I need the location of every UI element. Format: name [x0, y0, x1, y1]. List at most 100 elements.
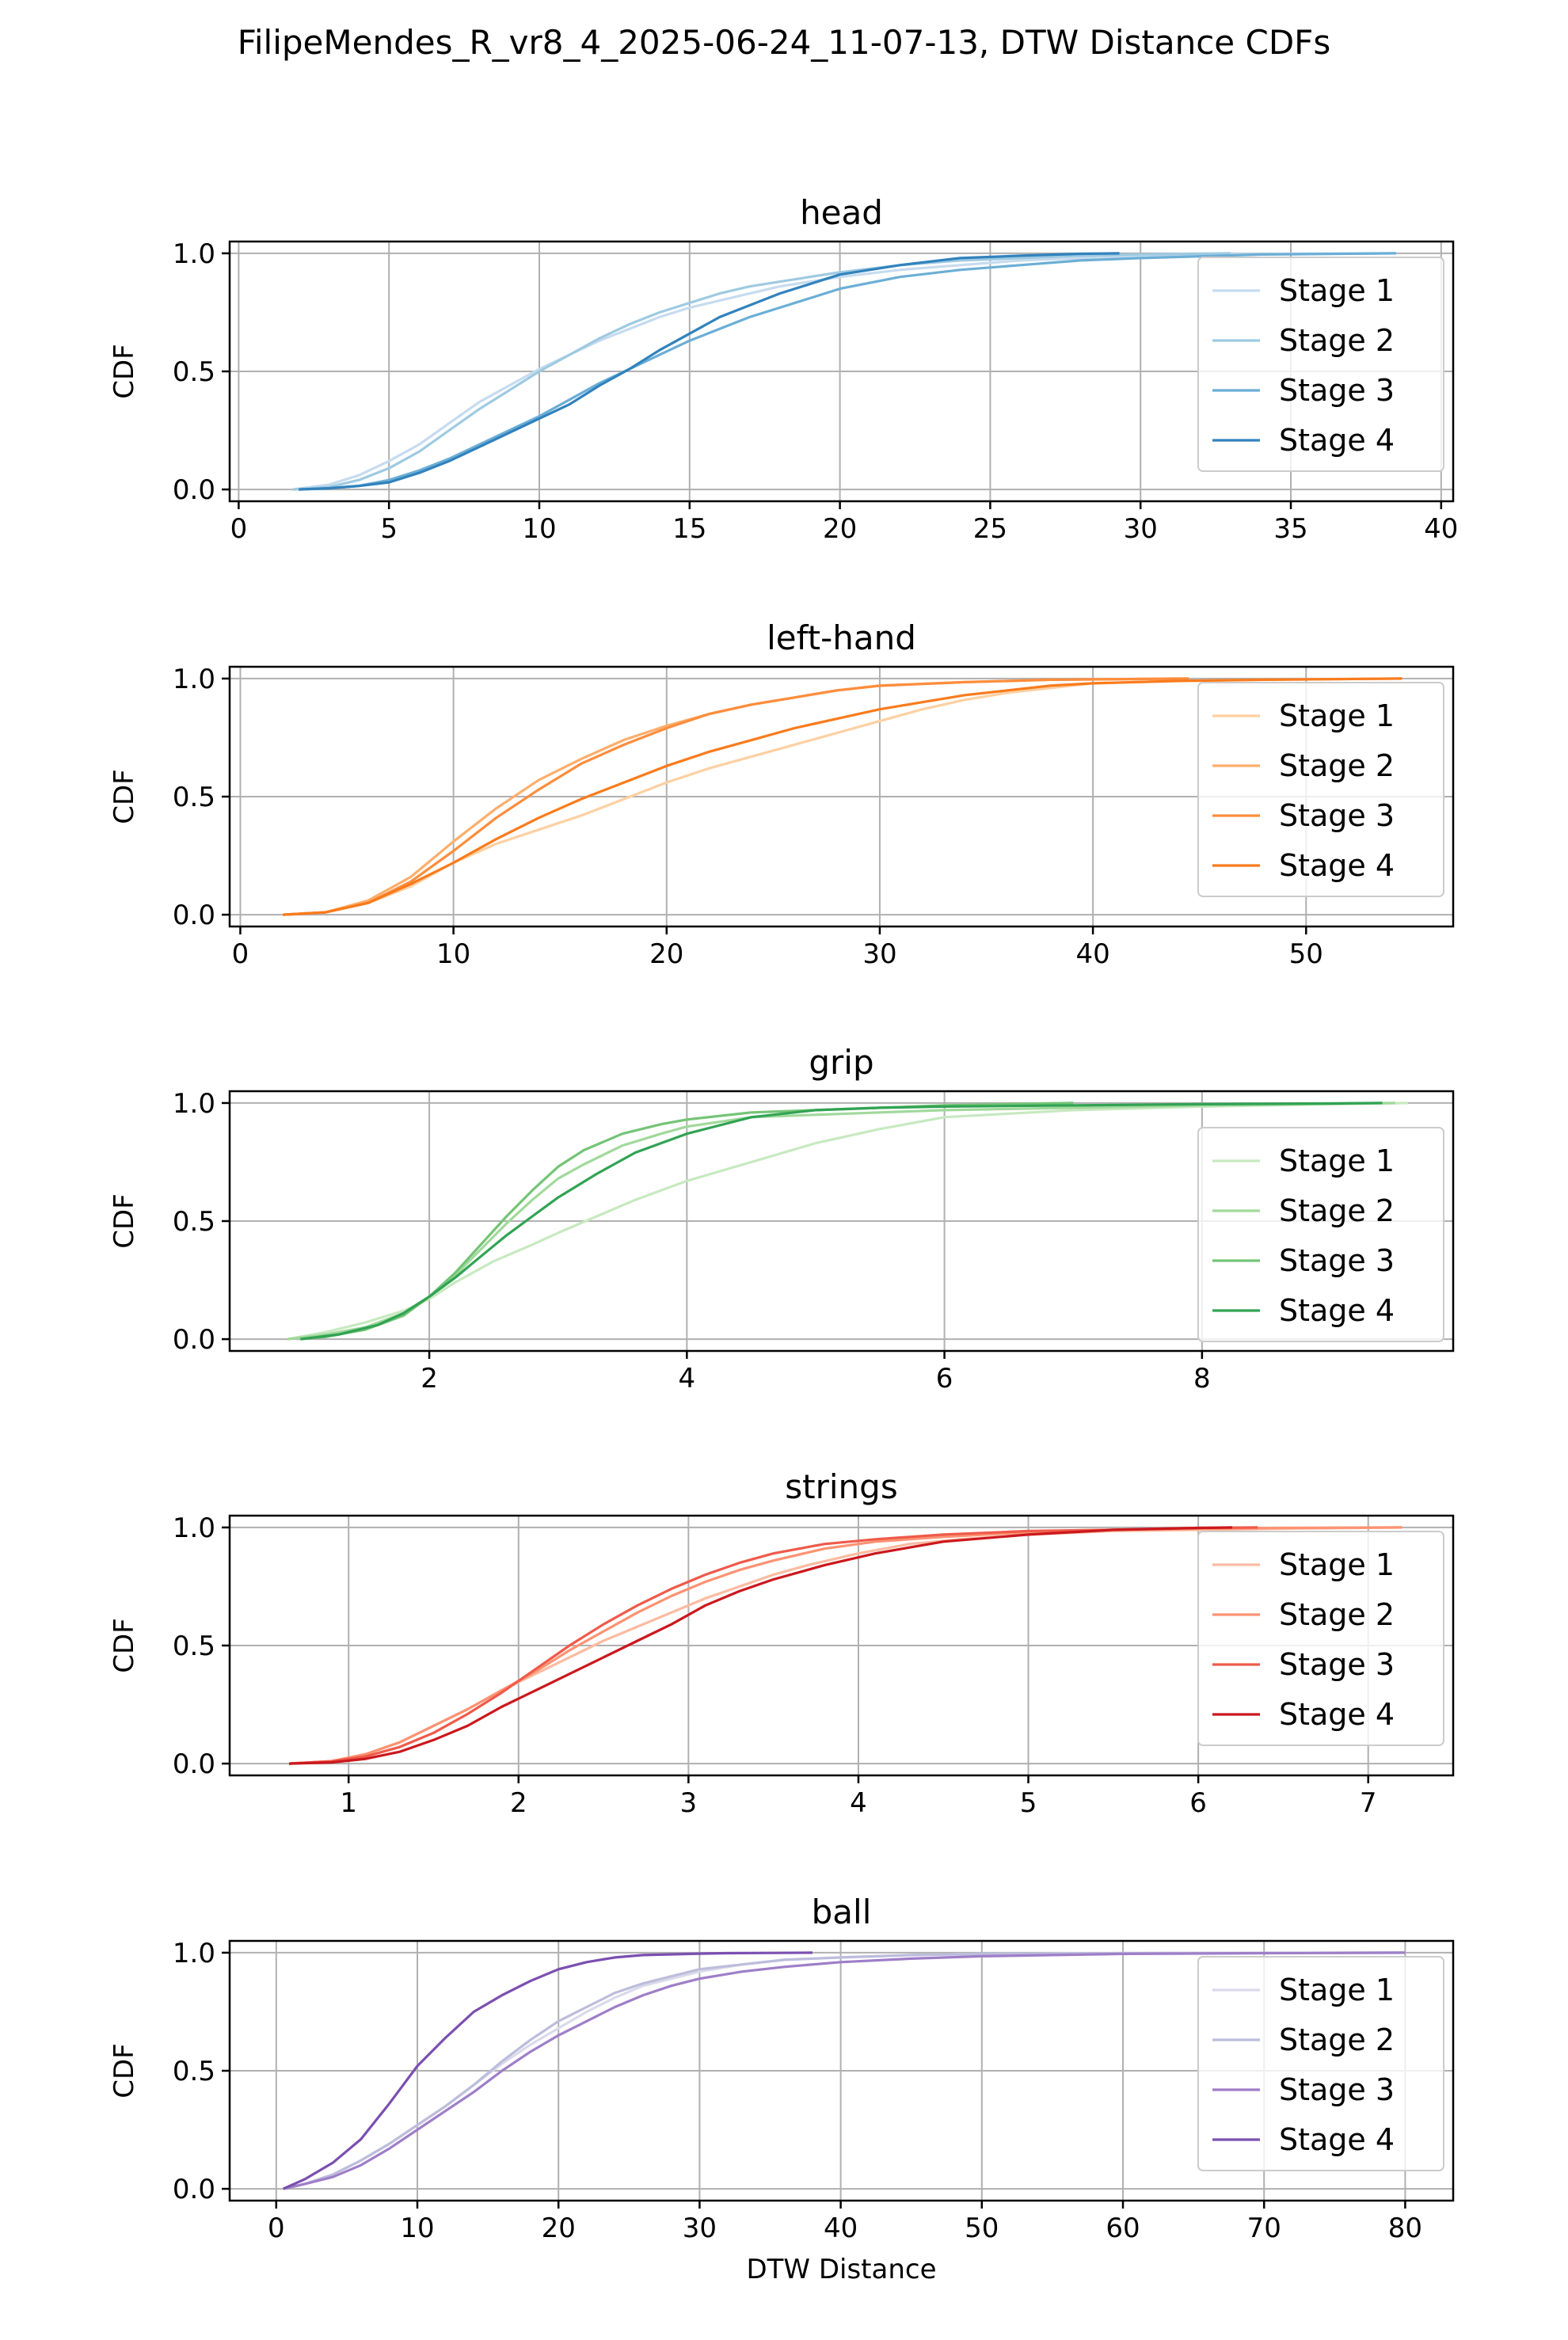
- legend-label: Stage 3: [1279, 798, 1395, 833]
- legend-box: [1197, 1531, 1444, 1746]
- series-line-stage-1: [287, 1102, 1409, 1341]
- x-tick-label: 4: [679, 1363, 696, 1394]
- legend-label: Stage 3: [1279, 373, 1395, 408]
- figure-title: FilipeMendes_R_vr8_4_2025-06-24_11-07-13…: [238, 23, 1330, 62]
- y-tick-label: 1.0: [173, 664, 215, 695]
- series-line-stage-3: [283, 1951, 1406, 2190]
- legend-label: Stage 4: [1279, 848, 1395, 883]
- x-tick-label: 1: [340, 1787, 357, 1819]
- x-tick-label: 40: [1075, 938, 1109, 970]
- legend: Stage 1 Stage 2 Stage 3 Stage 4: [1197, 1127, 1444, 1342]
- series-line-stage-4: [283, 677, 1402, 916]
- x-tick-label: 50: [965, 2213, 999, 2244]
- legend-label: Stage 2: [1279, 1597, 1395, 1632]
- series-line-stage-1: [292, 252, 1396, 491]
- legend: Stage 1 Stage 2 Stage 3 Stage 4: [1197, 682, 1444, 897]
- y-axis-label: CDF: [108, 1193, 140, 1248]
- x-tick-label: 8: [1193, 1363, 1211, 1394]
- legend-label: Stage 1: [1279, 1547, 1395, 1582]
- y-tick-label: 0.5: [173, 1630, 215, 1662]
- series-line-stage-3: [283, 677, 1189, 916]
- x-tick-label: 10: [522, 513, 556, 545]
- y-axis-label: CDF: [108, 769, 140, 824]
- x-tick-label: 15: [672, 513, 706, 545]
- legend-label: Stage 4: [1279, 423, 1395, 458]
- x-tick-label: 20: [542, 2213, 576, 2244]
- series-line-stage-4: [300, 1102, 1383, 1341]
- x-tick-label: 40: [824, 2213, 858, 2244]
- x-tick-label: 40: [1424, 513, 1458, 545]
- y-axis-label: CDF: [108, 2043, 140, 2098]
- y-tick-label: 1.0: [173, 1088, 215, 1120]
- x-tick-label: 10: [400, 2213, 434, 2244]
- y-tick-label: 0.5: [173, 356, 215, 388]
- x-tick-label: 30: [1124, 513, 1158, 545]
- legend-label: Stage 1: [1279, 1143, 1395, 1178]
- legend-label: Stage 4: [1279, 1293, 1395, 1328]
- y-tick-label: 1.0: [173, 1512, 215, 1544]
- legend: Stage 1 Stage 2 Stage 3 Stage 4: [1197, 1956, 1444, 2171]
- x-tick-label: 6: [1189, 1787, 1207, 1819]
- x-tick-label: 4: [850, 1787, 867, 1819]
- x-tick-label: 80: [1388, 2213, 1422, 2244]
- x-tick-label: 2: [510, 1787, 527, 1819]
- x-tick-label: 2: [421, 1363, 438, 1394]
- x-tick-label: 25: [973, 513, 1007, 545]
- legend-label: Stage 3: [1279, 2072, 1395, 2107]
- legend: Stage 1 Stage 2 Stage 3 Stage 4: [1197, 257, 1444, 472]
- x-tick-label: 50: [1289, 938, 1323, 970]
- subplot-title: head: [800, 193, 883, 232]
- x-tick-label: 0: [232, 938, 249, 970]
- legend-box: [1197, 1956, 1444, 2171]
- y-axis-label: CDF: [108, 1618, 140, 1672]
- y-tick-label: 1.0: [173, 1938, 215, 1969]
- y-tick-label: 0.0: [173, 1748, 215, 1780]
- x-tick-label: 3: [680, 1787, 698, 1819]
- y-tick-label: 0.0: [173, 2174, 215, 2205]
- series-line-stage-3: [299, 252, 1396, 491]
- legend-label: Stage 1: [1279, 1973, 1395, 2007]
- x-tick-label: 70: [1247, 2213, 1281, 2244]
- legend-label: Stage 2: [1279, 2022, 1395, 2057]
- x-tick-label: 10: [436, 938, 470, 970]
- x-tick-label: 20: [649, 938, 683, 970]
- y-tick-label: 0.5: [173, 2056, 215, 2087]
- legend-label: Stage 2: [1279, 323, 1395, 358]
- y-tick-label: 0.0: [173, 474, 215, 506]
- legend-label: Stage 4: [1279, 1697, 1395, 1732]
- x-tick-label: 0: [268, 2213, 285, 2244]
- legend-label: Stage 1: [1279, 698, 1395, 733]
- subplot-title: left-hand: [767, 618, 916, 657]
- x-tick-label: 30: [862, 938, 896, 970]
- legend-box: [1197, 682, 1444, 897]
- legend-box: [1197, 257, 1444, 472]
- legend-label: Stage 3: [1279, 1243, 1395, 1278]
- y-axis-label: CDF: [108, 344, 140, 398]
- legend-label: Stage 3: [1279, 1647, 1395, 1682]
- series-line-stage-2: [292, 252, 1231, 491]
- legend-label: Stage 1: [1279, 273, 1395, 308]
- x-tick-label: 20: [823, 513, 857, 545]
- subplot-strings: strings 1 2 3 4 5 6 7 0.0 0.5 1.0 CDF Stage 1 Stage 2…: [108, 1467, 1455, 1819]
- legend-box: [1197, 1127, 1444, 1342]
- x-tick-label: 35: [1273, 513, 1307, 545]
- x-tick-label: 30: [683, 2213, 717, 2244]
- series-line-stage-4: [289, 1526, 1233, 1765]
- subplot-title: grip: [809, 1043, 873, 1082]
- subplot-title: ball: [812, 1893, 872, 1931]
- series-line-stage-3: [289, 1526, 1258, 1765]
- y-tick-label: 0.0: [173, 1324, 215, 1356]
- subplot-title: strings: [785, 1467, 897, 1506]
- x-tick-label: 60: [1106, 2213, 1140, 2244]
- legend-label: Stage 2: [1279, 748, 1395, 783]
- legend-label: Stage 4: [1279, 2122, 1395, 2157]
- y-tick-label: 0.5: [173, 782, 215, 813]
- series-line-stage-4: [283, 1951, 813, 2190]
- x-tick-label: 0: [230, 513, 248, 545]
- x-tick-label: 5: [1020, 1787, 1037, 1819]
- series-line-stage-2: [283, 1951, 1406, 2190]
